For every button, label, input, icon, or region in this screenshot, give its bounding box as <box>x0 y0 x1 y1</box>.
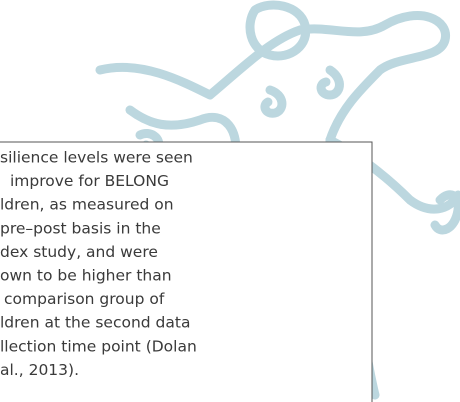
text-line: comparison group of <box>4 290 165 308</box>
page: silience levels were seen improve for BEL… <box>0 0 460 402</box>
text-line: ldren at the second data <box>0 314 190 332</box>
text-line: pre–post basis in the <box>0 219 161 237</box>
text-line: silience levels were seen <box>0 149 193 167</box>
text-line: ldren, as measured on <box>0 196 174 214</box>
text-line: dex study, and were <box>0 243 158 261</box>
text-line: llection time point (Dolan <box>0 337 197 355</box>
text-line: al., 2013). <box>0 361 79 379</box>
page-canvas: silience levels were seen improve for BEL… <box>0 0 460 402</box>
text-line: improve for BELONG <box>10 172 169 190</box>
text-line: own to be higher than <box>0 267 172 285</box>
